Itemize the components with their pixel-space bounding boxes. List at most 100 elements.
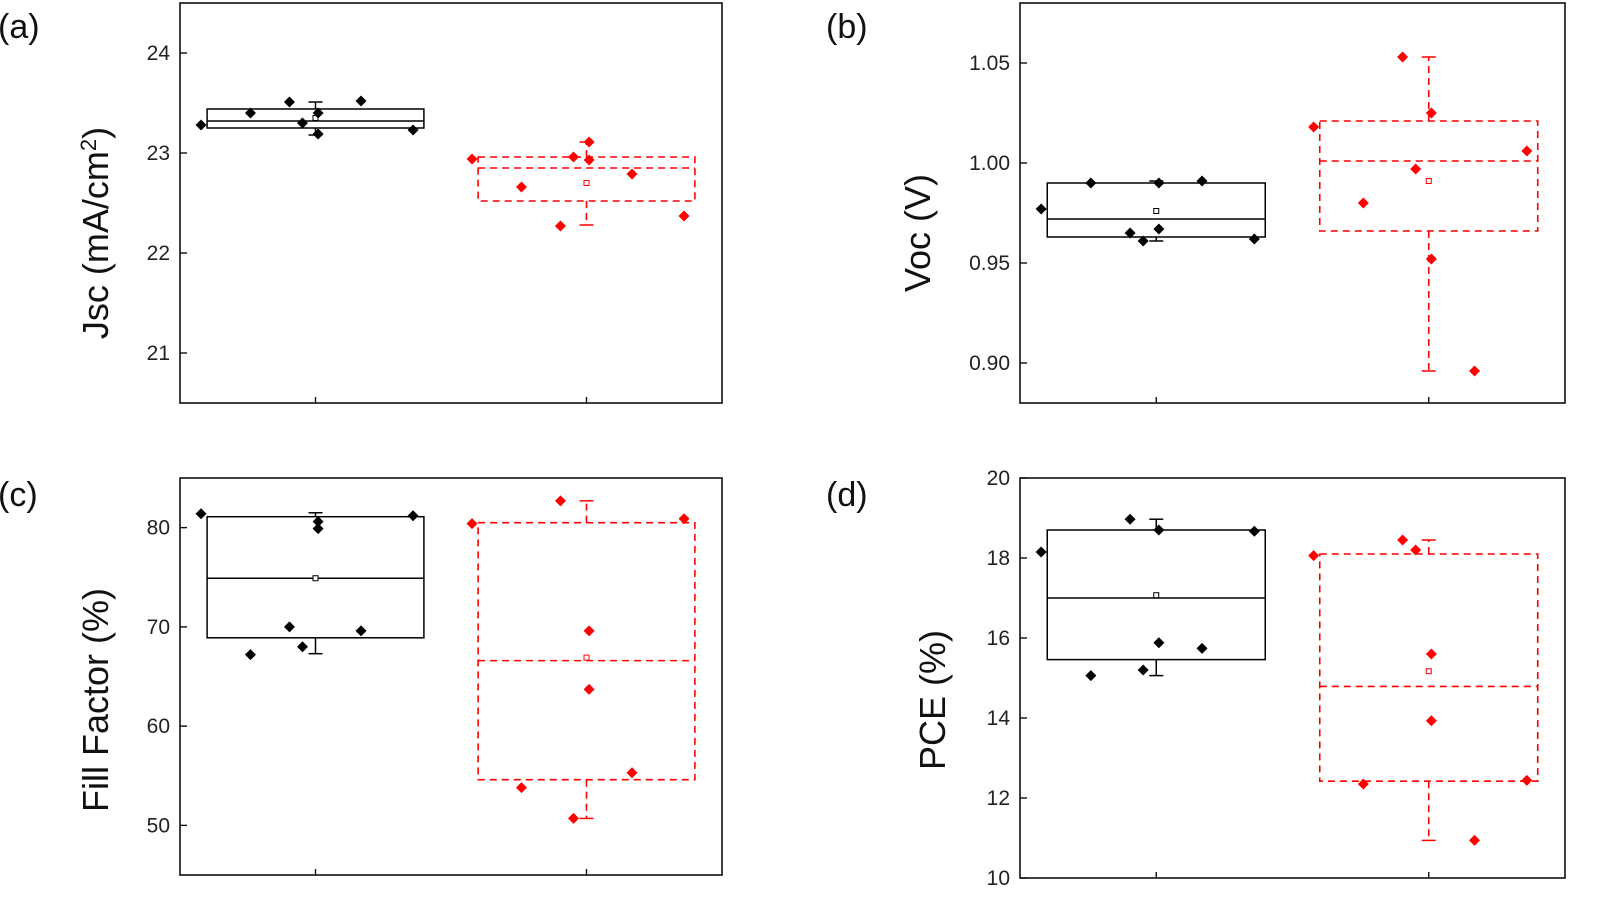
data-point	[1248, 233, 1260, 245]
data-points	[195, 495, 690, 824]
data-point	[515, 181, 527, 193]
plot-frame	[179, 2, 723, 404]
data-point	[1196, 642, 1208, 654]
box-mean-marker	[583, 654, 590, 661]
data-point	[583, 625, 595, 637]
y-tick-label: 14	[987, 707, 1011, 730]
data-point	[1124, 227, 1136, 239]
data-point	[1153, 177, 1165, 189]
y-tick-label: 0.90	[969, 352, 1010, 375]
y-tick-label: 18	[987, 547, 1010, 570]
y-tick-label: 12	[987, 787, 1010, 810]
x-ticks	[314, 869, 588, 875]
y-axis-title: Voc (V)	[897, 174, 938, 292]
y-axis-title-main: Jsc (mA/cm	[75, 151, 116, 339]
data-point	[554, 495, 566, 507]
data-point	[1521, 145, 1533, 157]
data-point	[1153, 524, 1165, 536]
data-point	[583, 683, 595, 695]
panel-label: (a)	[0, 8, 40, 46]
data-point	[195, 119, 207, 131]
data-point	[515, 782, 527, 794]
box-series	[206, 500, 696, 820]
y-tick-label: 22	[147, 242, 170, 265]
data-point	[1137, 664, 1149, 676]
data-point	[296, 641, 308, 653]
data-point	[466, 518, 478, 530]
data-point	[1035, 546, 1047, 558]
data-point	[1124, 513, 1136, 525]
box-iqr	[1318, 553, 1539, 782]
data-point	[1153, 223, 1165, 235]
data-point	[626, 767, 638, 779]
data-point	[583, 136, 595, 148]
data-point	[312, 128, 324, 140]
data-point	[1196, 175, 1208, 187]
data-point	[407, 510, 419, 522]
x-ticks	[1155, 872, 1430, 878]
y-tick-label: 50	[147, 814, 170, 837]
y-tick-label: 70	[147, 616, 170, 639]
y-tick-label: 60	[147, 715, 170, 738]
box-mean-marker	[1153, 592, 1160, 599]
y-axis-title: Fill Factor (%)	[75, 588, 116, 812]
plot-frame	[179, 477, 723, 876]
data-point	[466, 153, 478, 165]
data-point	[283, 621, 295, 633]
y-tick-label: 20	[987, 467, 1010, 490]
data-point	[283, 96, 295, 108]
panel-label: (c)	[0, 476, 38, 514]
box-series	[1046, 56, 1539, 372]
box-mean-marker	[1425, 668, 1432, 675]
data-point	[244, 649, 256, 661]
data-points	[1035, 51, 1533, 377]
panel-c-fill-factor: (c) Fill Factor (%) 50 60 70 80	[0, 476, 723, 876]
y-tick-label: 10	[987, 867, 1010, 890]
y-axis-title: Jsc (mA/cm2)	[75, 127, 116, 339]
panel-a-jsc: (a) Jsc (mA/cm2) 21 22 23 24	[0, 2, 723, 404]
data-point	[1357, 778, 1369, 790]
x-ticks	[1155, 397, 1430, 403]
data-point	[355, 625, 367, 637]
plot-frame	[1019, 2, 1566, 404]
y-tick-label: 80	[147, 517, 170, 540]
y-tick-label: 21	[147, 342, 170, 365]
data-point	[355, 95, 367, 107]
data-point	[312, 107, 324, 119]
panel-label: (b)	[826, 8, 868, 46]
data-point	[678, 210, 690, 222]
y-tick-label: 0.95	[969, 252, 1010, 275]
box-mean-marker	[583, 180, 590, 186]
data-point	[1469, 834, 1481, 846]
data-point	[567, 812, 579, 824]
plot-frame	[1019, 477, 1566, 879]
data-point	[567, 151, 579, 163]
y-ticks: 50 60 70 80	[147, 517, 187, 837]
data-point	[1153, 637, 1165, 649]
box-mean-marker	[1153, 208, 1160, 214]
box-iqr	[477, 156, 696, 202]
y-ticks: 10 12 14 16 18 20	[987, 467, 1027, 890]
data-point	[1425, 715, 1437, 727]
data-point	[1410, 163, 1422, 175]
box-iqr	[477, 521, 696, 781]
data-point	[1308, 550, 1320, 562]
box-series	[206, 101, 696, 226]
data-point	[407, 124, 419, 136]
box-series	[1046, 518, 1539, 842]
y-tick-label: 1.05	[969, 52, 1010, 75]
y-ticks: 21 22 23 24	[147, 42, 187, 365]
data-point	[1085, 670, 1097, 682]
data-point	[1469, 365, 1481, 377]
box-iqr	[1318, 120, 1539, 232]
y-tick-label: 16	[987, 627, 1010, 650]
data-point	[1410, 544, 1422, 556]
data-point	[1308, 121, 1320, 133]
panel-d-pce: (d) PCE (%) 10 12 14 16 18 20	[826, 467, 1566, 890]
data-point	[1397, 534, 1409, 546]
data-point	[312, 516, 324, 528]
data-point	[296, 117, 308, 129]
data-points	[1035, 513, 1533, 846]
data-point	[1425, 107, 1437, 119]
y-axis-title: PCE (%)	[912, 630, 953, 770]
